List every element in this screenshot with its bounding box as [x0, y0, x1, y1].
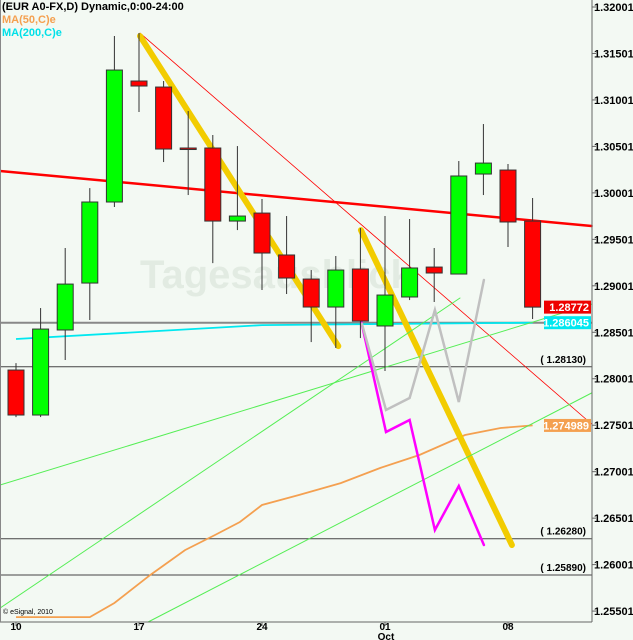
x-tick-label: 08	[502, 622, 514, 633]
y-tick-label: 1.320013	[594, 2, 633, 14]
candle-body-down	[351, 268, 369, 322]
candle	[204, 135, 222, 264]
y-tick-label: 1.280013	[594, 374, 633, 386]
y-tick-label: 1.300013	[594, 188, 633, 200]
trend-green-line	[0, 297, 461, 609]
price-badge-text: 1.274989	[543, 420, 589, 432]
candle-body-up	[32, 328, 50, 416]
candle	[32, 308, 50, 418]
y-tick-label: 1.270013	[594, 467, 633, 479]
price-badge-bg	[544, 316, 591, 330]
candle-body-up	[105, 69, 123, 203]
candle	[351, 228, 369, 339]
y-tick-label: 1.305013	[594, 141, 633, 153]
price-badge: 1.274989	[543, 418, 591, 432]
candle	[524, 198, 542, 320]
candle-body-up	[81, 201, 99, 284]
y-tick-label: 1.260013	[594, 560, 633, 572]
trend-green-line	[0, 303, 593, 486]
candle	[302, 270, 320, 343]
legend-ma200[interactable]: MA(200,C)e	[2, 27, 62, 39]
candle	[401, 219, 419, 301]
candle-body-down	[204, 147, 222, 222]
candle	[474, 124, 492, 196]
candle-body-up	[327, 269, 345, 308]
trend-yellow-line	[357, 227, 515, 548]
candle-body-up	[228, 215, 246, 222]
candle	[105, 36, 123, 208]
x-tick-label: 24	[256, 622, 268, 633]
price-badge-text: 1.286045	[543, 318, 589, 330]
candle	[130, 33, 148, 113]
horizontal-level-label: ( 1.26280)	[540, 527, 586, 538]
x-tick-label: 17	[133, 622, 145, 633]
price-badge-text: 1.28772	[549, 302, 589, 314]
horizontal-level-label: ( 1.28130)	[540, 355, 586, 366]
legend-ma50[interactable]: MA(50,C)e	[2, 14, 56, 26]
candle-body-up	[401, 267, 419, 298]
candle	[253, 199, 271, 291]
candle-body-down	[155, 86, 173, 150]
horizontal-level-label: ( 1.25890)	[540, 563, 586, 574]
candle	[450, 161, 468, 275]
plot-background	[0, 0, 592, 622]
candle-body-down	[179, 147, 197, 151]
candle	[56, 248, 74, 361]
projection-gray-line	[360, 278, 486, 412]
y-tick-label: 1.310013	[594, 95, 633, 107]
y-tick-label: 1.255013	[594, 606, 633, 618]
candle-body-up	[56, 283, 74, 331]
price-badge: 1.286045	[543, 316, 591, 330]
candle	[425, 248, 443, 303]
candle-body-down	[130, 80, 148, 87]
y-tick-label: 1.285013	[594, 327, 633, 339]
candle-body-down	[302, 278, 320, 308]
candle-body-down	[499, 169, 517, 223]
candle	[228, 146, 246, 231]
price-badge: 1.28772	[544, 300, 591, 314]
y-tick-label: 1.265013	[594, 513, 633, 525]
candle-body-up	[474, 162, 492, 175]
y-tick-label: 1.315013	[594, 48, 633, 60]
candle-body-down	[278, 254, 296, 279]
candle	[179, 111, 197, 196]
candle-body-down	[524, 220, 542, 308]
candle	[376, 216, 394, 372]
price-axis: 1.320013 1.315013 1.310013 1.305013 1.300013…	[592, 2, 633, 618]
y-tick-label: 1.290013	[594, 281, 633, 293]
ma50-line	[16, 424, 533, 618]
y-tick-label: 1.275013	[594, 420, 633, 432]
candle	[81, 188, 99, 321]
x-tick-label: 01	[379, 622, 391, 633]
candle	[327, 256, 345, 349]
chart-title: (EUR A0-FX,D) Dynamic,0:00-24:00	[2, 1, 184, 13]
copyright: © eSignal, 2010	[3, 608, 53, 616]
candle-body-up	[376, 294, 394, 327]
x-tick-label: 10	[10, 622, 22, 633]
price-badge-bg	[544, 418, 591, 432]
trend-green-line	[147, 392, 593, 623]
price-badge-bg	[544, 300, 591, 314]
candle	[155, 81, 173, 163]
candle	[7, 363, 25, 418]
candle-body-down	[7, 369, 25, 416]
trend-red-thick-line	[0, 169, 593, 228]
projection-magenta-line	[359, 318, 486, 547]
candle-body-down	[425, 266, 443, 274]
candle	[499, 163, 517, 247]
candle	[278, 216, 296, 295]
candle-body-down	[253, 212, 271, 254]
candle-body-up	[450, 175, 468, 275]
trend-red-thin-line	[139, 32, 592, 425]
y-tick-label: 1.295013	[594, 234, 633, 246]
x-tick-sublabel: Oct	[378, 632, 395, 640]
